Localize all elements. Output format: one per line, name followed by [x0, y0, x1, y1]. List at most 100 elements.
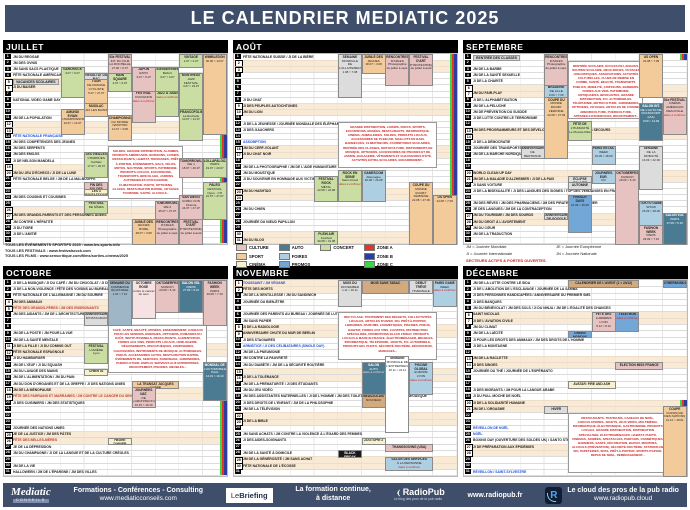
radiopub-name: RadioPub	[402, 487, 445, 498]
day-label: JM DE LA TÉLÉVISION	[243, 406, 280, 411]
day-number: 21	[4, 406, 11, 412]
event-block: MOIS DU MOVEMBER 1.11 > 30.11	[337, 280, 362, 307]
month-header: NOVEMBRE	[233, 266, 458, 279]
day-label: JE DES LANGUES / JM DE LA CONTRACEPTION	[473, 207, 552, 212]
day-number: 22	[464, 412, 471, 418]
day-row: 21	[4, 406, 227, 414]
event-block: HEURE D'HIVER	[107, 437, 132, 446]
event-block: GAMESCOM Allemagne 20.08 > 24.08	[361, 170, 386, 203]
day-number: 9	[464, 330, 471, 336]
day-row: 29	[4, 456, 227, 464]
day-label: JM DES EMOJIS	[13, 152, 40, 157]
day-row: 31 RÉVEILLON / SAINT-SYLVESTRE	[464, 469, 687, 477]
day-row: 26 JI DES AIDES-SOIGNANTS	[234, 437, 457, 445]
event-block: HIVER	[544, 406, 569, 414]
day-label: JI DE LA FILLE / JI DU COMING OUT	[13, 343, 72, 348]
day-label: FÊTE DES PARRAINS ET MARRAINES / JM CONT…	[13, 394, 133, 399]
day-label: JM DES ANIMAUX	[13, 299, 43, 304]
day-label: JM DU DROIT À L'AVORTEMENT	[473, 219, 526, 224]
day-label: JM DU BLOG	[243, 237, 265, 242]
day-label: JM DU BÉNÉVOLAT / JM DES SOLS / JI DU NI…	[473, 306, 611, 311]
zone-bar	[679, 54, 682, 61]
day-label: JM SANS SACS PLASTIQUE	[13, 67, 59, 72]
legend-item: CONCERT	[320, 244, 354, 251]
event-block: US OPEN 24.08 > 7.09	[432, 194, 457, 245]
day-label: JM DE LA PHOTOGRAPHIE / JM DE L'AIDE HUM…	[243, 164, 337, 169]
day-label: JM DES COMPÉTENCES DES JEUNES	[13, 140, 76, 145]
day-number: 26	[234, 206, 241, 212]
event-block: Eurockéennes Belfort 3.07 > 6.07	[155, 66, 180, 93]
day-label: FÊTE DES GRANDS-PÈRES / JM DES ENSEIGNAN…	[13, 306, 99, 311]
mediatic-services: Formations - Conférences - Consulting ww…	[74, 487, 204, 504]
day-row: 30 JM DE LA TRADUCTION	[464, 231, 687, 238]
sector-activities: SOLDES, GRANDE DISTRIBUTION, ALARMES, PR…	[108, 146, 184, 199]
event-block: VINTAGE 1.07 > 2.07	[179, 54, 204, 68]
day-label: JI POUR LES DROITS DES ANIMAUX / JM DES …	[473, 337, 585, 342]
day-number: 3	[464, 292, 471, 298]
day-number: 10	[464, 109, 471, 115]
event-block: RENCONTRES D'ARLES Photographie de juillet …	[155, 219, 180, 245]
day-label: JM DU LAVAGE DES MAINS	[13, 369, 58, 374]
zone-bar	[454, 54, 457, 244]
day-number: 27	[4, 444, 11, 449]
legend-swatch-zone-c	[364, 261, 376, 268]
event-block: MOIS SANS TABAC	[361, 280, 410, 295]
day-row: 9	[4, 103, 227, 110]
event-block: SEMAINE MONDIALE DE L'ALLAITEMENT 1.08 > 7.0…	[337, 54, 362, 99]
day-number: 14	[4, 362, 11, 368]
zone-bar	[684, 54, 687, 61]
day-number: 26	[464, 206, 471, 212]
legend-swatch-foires	[278, 252, 290, 260]
day-number: 5	[4, 305, 13, 313]
event-block: RENCONTRES D'ARLES Photographie de juillet …	[385, 54, 410, 87]
day-number: 22	[4, 412, 11, 418]
event-block: ROCK EN SEINE Saint-Cloud dates à confirme…	[337, 170, 362, 203]
day-number: 15	[4, 368, 11, 374]
day-row: 28 JM CONTRE L'HÉPATITE	[4, 219, 227, 226]
day-label: JI DE LA TOLÉRANCE	[243, 375, 279, 380]
day-label: JI DE LA BISEXUALITÉ / JI DES LANGUES DE…	[473, 189, 624, 194]
lebriefing-briefing: Briefing	[239, 490, 268, 500]
day-row: 18	[464, 158, 687, 165]
day-label: FÊTE DES MORTS	[243, 287, 273, 292]
sector-activities: RENTRÉE SCOLAIRE, ÉCOLES DE LANGUES, SOU…	[568, 60, 644, 120]
day-number: 16	[464, 145, 471, 151]
day-number: 29	[464, 456, 471, 462]
day-label: JI DES PERSONNES HANDICAPÉES / ANNIVERSA…	[473, 293, 591, 298]
event-block: JUBILÉ DES JEUNES ROME 28.07 > 3.08	[131, 219, 156, 245]
day-label: JI DES MIGRANTS / JM POUR LA LANGUE ARAB…	[473, 387, 555, 392]
legend-swatch-promos	[278, 261, 290, 268]
event-block: PARIS GAME WEEK dates à confirmer	[432, 280, 457, 307]
day-label: JI DU BAISER	[13, 85, 36, 90]
day-label: JI DES PEUPLES AUTOCHTONES	[243, 103, 298, 108]
event-block: PARIS RETAIL WEEK 16.09 > 18.09	[591, 145, 616, 166]
day-number: 31	[4, 237, 11, 243]
mediatic-conseils-label: CONSEILS	[13, 499, 49, 504]
day-label: JI DE L'ABOLITION DE L'ESCLAVAGE / JOURN…	[473, 287, 578, 292]
event-block: JOURNÉES EUR.DU PATRIMOINE20.09 > 21.09	[591, 170, 616, 184]
sector-activities: CAFÉ, SANTÉ, BEAUTÉ, MUSÉES, ENSEIGNEMEN…	[108, 324, 208, 373]
day-label: JM DE LA SANTÉ À DOMICILE	[243, 450, 293, 455]
day-row: 25	[234, 200, 457, 208]
day-row: 13 JM CONTRE LA PAUVRETÉ	[234, 355, 457, 363]
day-label: JM DES OVNIS	[13, 60, 38, 65]
day-row: 31	[464, 237, 687, 245]
day-number: 8	[4, 324, 11, 330]
day-number: 30	[4, 463, 11, 468]
day-row: 15 JOURNÉE DU THÉ / JOURNÉE DE L'ESPÉRANT…	[464, 368, 687, 376]
legend-label: ZONE C	[377, 262, 393, 267]
event-block: MUSILAC AIX LES BAINS	[84, 103, 109, 117]
day-row: 15 JM DU LAVAGE DES MAINS	[4, 368, 227, 376]
event-block: JUBILÉ DES JEUNES 28.07 > 3.08	[361, 54, 386, 74]
day-label: JM DE LA SANTÉ MENTALE	[13, 337, 59, 342]
legend-label: CONCERT	[333, 245, 355, 250]
day-number: 29	[234, 225, 241, 230]
day-label: JM DE LA MARCHE NORDIQUE	[473, 152, 524, 157]
day-label: JI DES DROITS DE L'ENFANT / JM DE LA PHI…	[243, 400, 334, 405]
day-label: JM DU FAIR-PLAY	[473, 91, 503, 96]
event-block: GREEN MONDAY	[567, 330, 592, 339]
mediatic-wordmark: Mediatic	[11, 485, 51, 498]
day-row: 23	[4, 418, 227, 426]
event-block: SEMAINE DU COMMERCE ÉQUITABLE 1.10 > 7.10	[107, 280, 132, 326]
event-block: FESTIVAL D'ARTPYROTECHNIQUEde juillet à …	[179, 219, 204, 245]
